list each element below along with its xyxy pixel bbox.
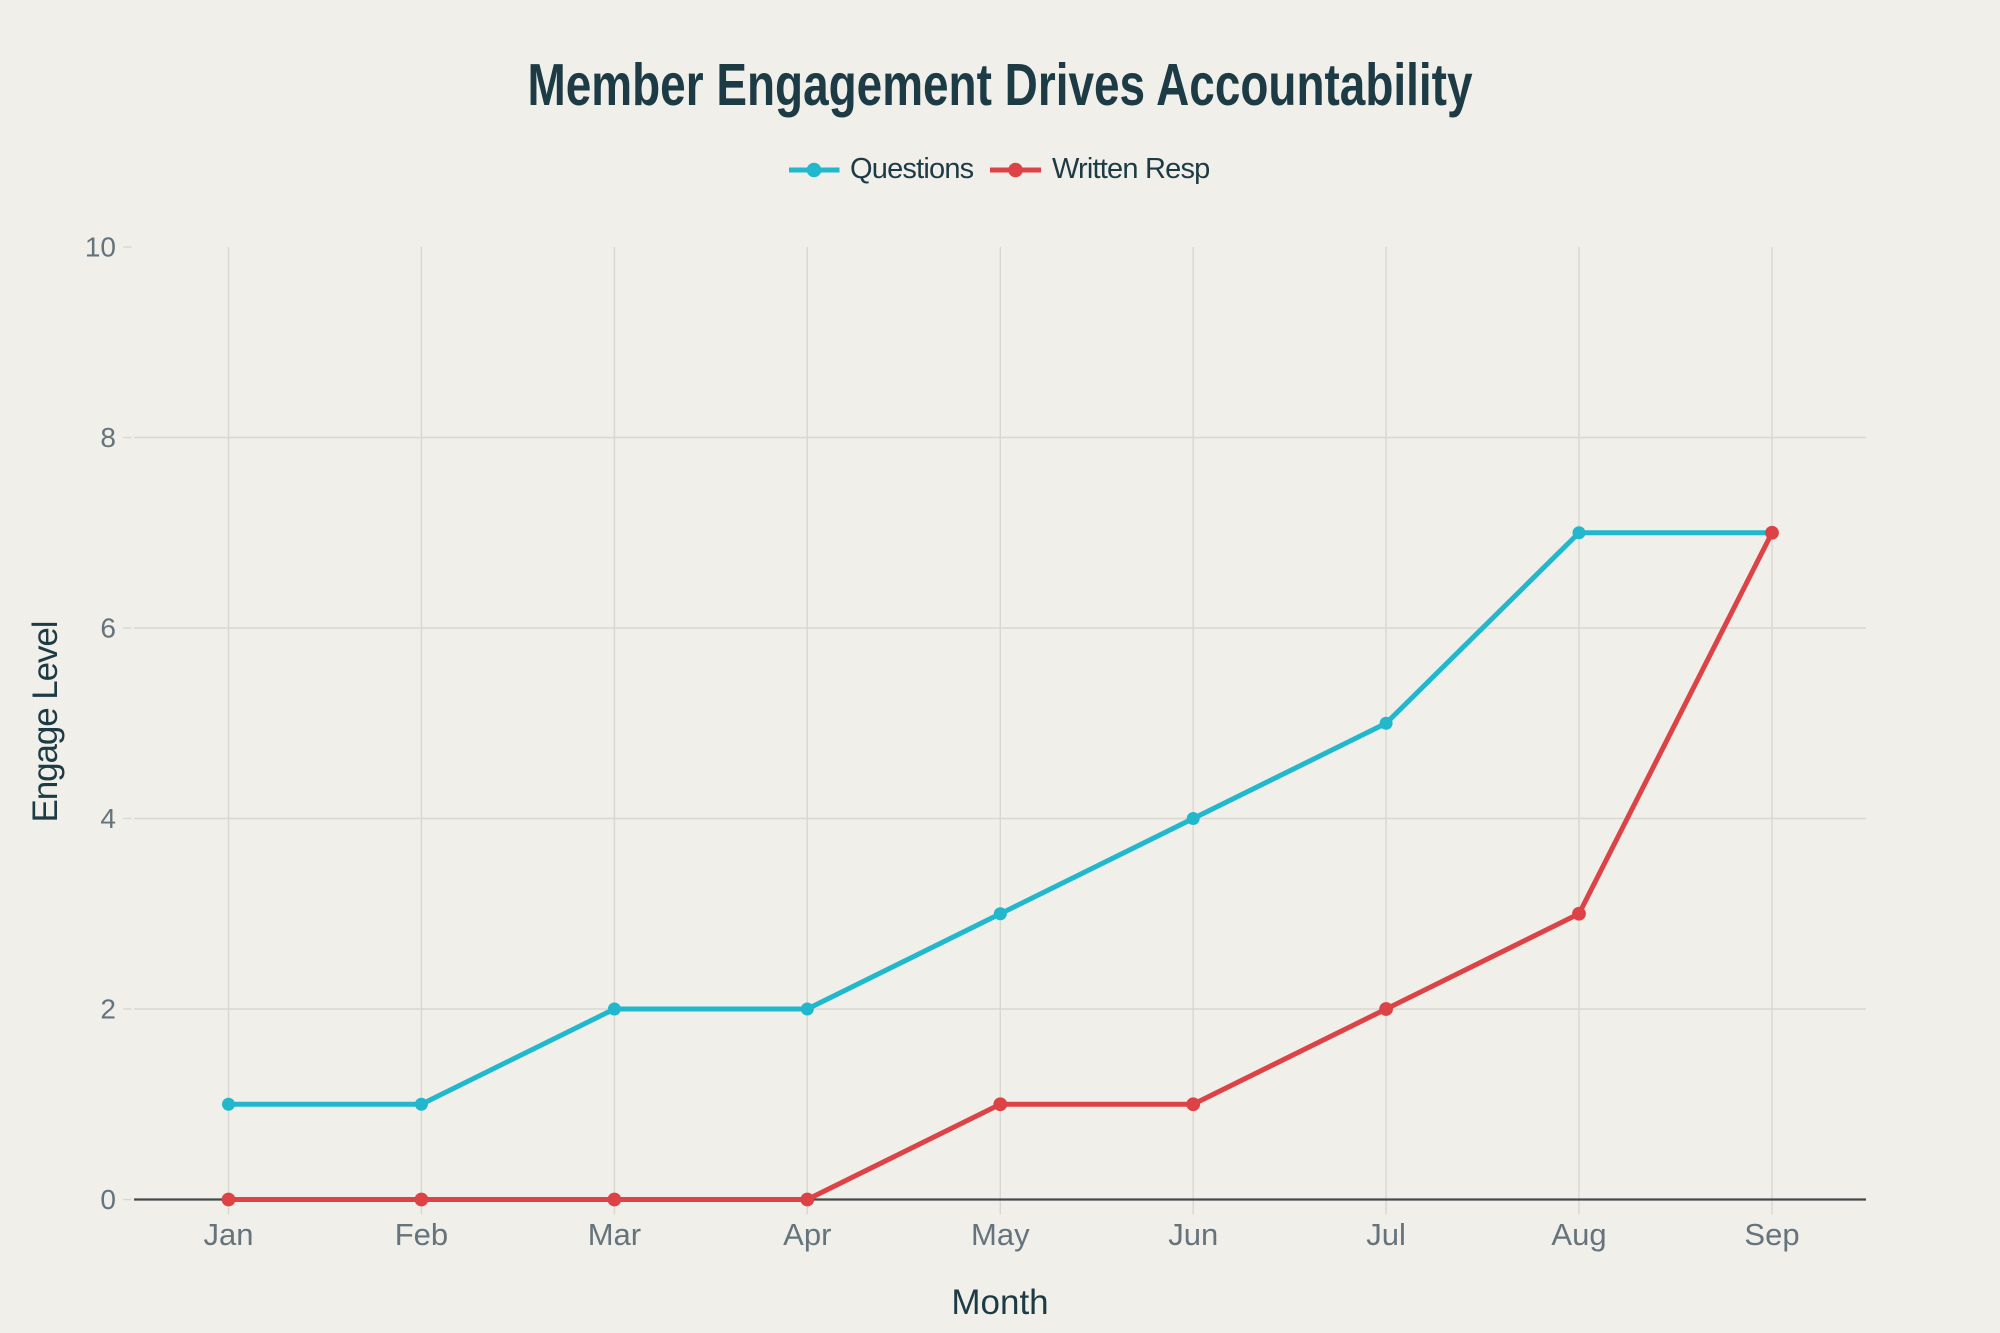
svg-text:Jan: Jan: [204, 1217, 254, 1252]
svg-text:Sep: Sep: [1744, 1217, 1799, 1252]
svg-text:Jun: Jun: [1168, 1217, 1218, 1252]
svg-text:Month: Month: [951, 1283, 1048, 1322]
svg-text:6: 6: [100, 613, 116, 644]
svg-text:2: 2: [100, 994, 116, 1025]
svg-text:Jul: Jul: [1366, 1217, 1406, 1252]
svg-text:4: 4: [100, 803, 116, 834]
svg-text:Questions: Questions: [850, 153, 974, 185]
svg-text:Member Engagement Drives Accou: Member Engagement Drives Accountability: [528, 52, 1473, 118]
svg-text:May: May: [971, 1217, 1030, 1252]
svg-text:Mar: Mar: [588, 1217, 641, 1252]
svg-text:Engage Level: Engage Level: [26, 622, 65, 823]
svg-text:10: 10: [85, 232, 116, 263]
svg-text:8: 8: [100, 422, 116, 453]
svg-text:Feb: Feb: [395, 1217, 448, 1252]
svg-text:0: 0: [100, 1184, 116, 1215]
svg-text:Apr: Apr: [783, 1217, 831, 1252]
svg-text:Written Resp: Written Resp: [1052, 153, 1209, 185]
svg-text:Aug: Aug: [1551, 1217, 1606, 1252]
